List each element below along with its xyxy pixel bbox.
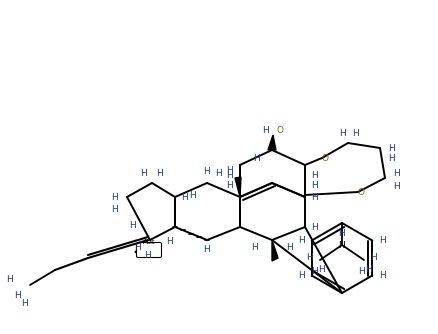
Text: H: H [388,154,395,163]
Text: H: H [253,154,260,163]
Text: H: H [318,266,325,275]
Text: H: H [262,126,269,135]
Text: H: H [393,168,399,177]
Text: H: H [14,291,21,300]
Text: H: H [129,220,136,229]
Text: H: H [7,276,13,285]
Text: H: H [311,170,318,179]
Text: H: H [111,192,118,201]
Text: H: H [226,180,233,189]
Text: H: H [140,168,147,177]
Text: H: H [215,168,222,177]
Text: H: H [251,242,258,252]
Polygon shape [272,240,277,261]
Text: H: H [286,242,293,252]
Text: H: H [388,144,395,153]
Text: H: H [111,204,118,213]
Text: O: O [276,126,283,135]
Text: H: H [144,250,151,260]
Text: H: H [393,181,399,190]
Polygon shape [135,240,148,255]
Text: H: H [189,190,196,199]
Polygon shape [267,135,276,150]
Text: H: H [203,167,210,175]
Text: O: O [357,187,364,196]
Text: H: H [134,243,141,253]
Text: H: H [166,237,173,246]
Text: H: H [311,268,318,277]
Text: H: H [306,253,313,262]
Text: N: N [338,240,345,249]
Text: H: H [181,192,188,201]
Text: H: H [203,245,210,255]
Text: H: H [226,170,233,179]
Text: H: H [378,271,385,280]
Text: H: H [298,236,304,245]
Text: H: H [226,166,233,174]
Text: H: H [352,129,359,138]
Text: H: H [378,236,385,245]
Text: Abs: Abs [142,239,155,245]
Text: H: H [21,299,28,308]
FancyBboxPatch shape [136,242,161,258]
Text: H: H [311,192,318,201]
Text: H: H [156,168,163,177]
Text: H: H [311,180,318,189]
Text: H: H [365,266,371,275]
Text: H: H [358,268,364,277]
Polygon shape [234,177,240,197]
Text: O: O [321,154,328,163]
Text: H: H [298,271,304,280]
Text: H: H [311,222,318,231]
Text: H: H [339,129,346,138]
Text: H: H [370,253,377,262]
Text: H: H [338,228,345,237]
